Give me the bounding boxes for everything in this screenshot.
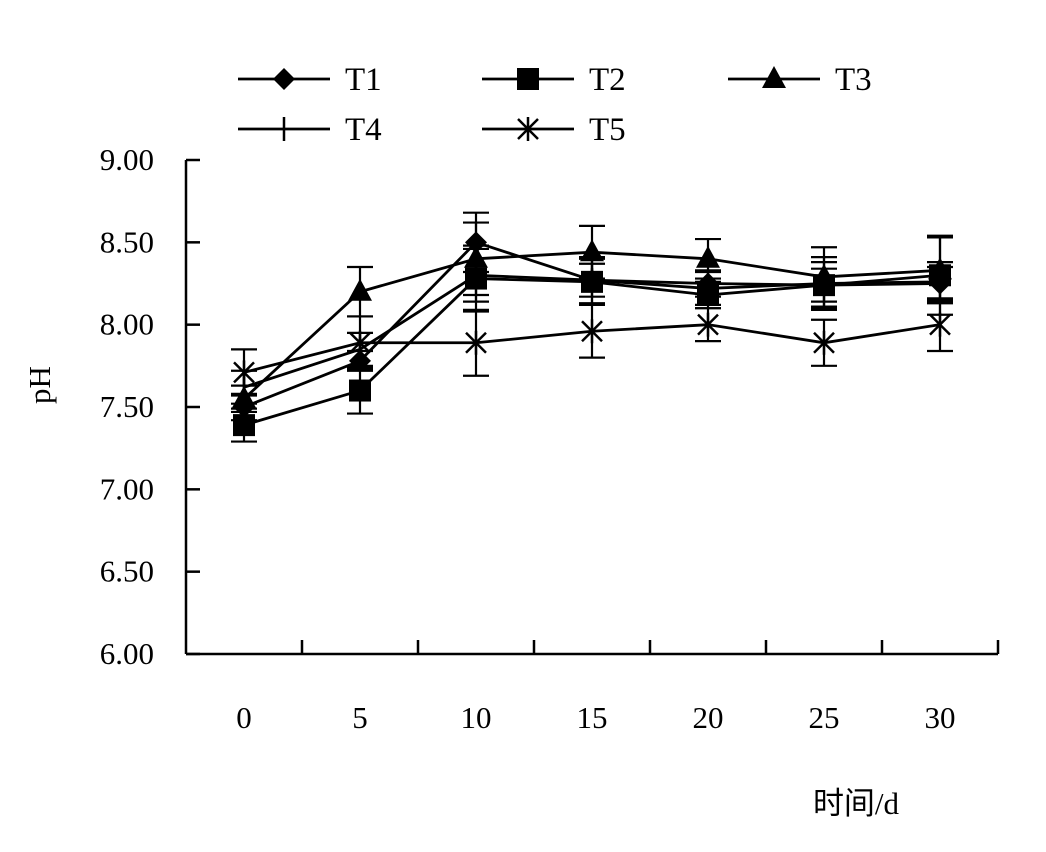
x-tick-label: 25	[809, 700, 840, 735]
y-tick-label: 7.50	[100, 389, 154, 424]
series-layer	[231, 211, 953, 443]
data-point	[233, 414, 255, 437]
y-tick-label: 8.00	[100, 307, 154, 342]
data-point	[813, 330, 835, 355]
legend-marker	[273, 68, 295, 90]
legend-marker	[517, 68, 539, 90]
y-tick-label: 9.00	[100, 142, 154, 177]
square-marker	[349, 379, 371, 402]
triangle-marker	[348, 278, 372, 301]
x-tick-label: 0	[236, 700, 252, 735]
legend-label: T1	[345, 62, 382, 98]
legend-item-t3: T3	[728, 62, 872, 98]
legend-marker	[517, 117, 539, 141]
diamond-marker	[273, 68, 295, 90]
x-tick-label: 5	[352, 700, 368, 735]
y-tick-label: 6.00	[100, 636, 154, 671]
legend-item-t4: T4	[238, 112, 382, 148]
x-tick-label: 30	[925, 700, 956, 735]
data-point	[233, 360, 255, 385]
x-tick-label: 20	[693, 700, 724, 735]
legend-item-t2: T2	[482, 62, 626, 98]
y-tick-label: 7.00	[100, 471, 154, 506]
legend: T1 T2 T3 T4 T5	[238, 62, 872, 148]
x-tick-label: 10	[461, 700, 492, 735]
data-point	[349, 379, 371, 402]
legend-label: T5	[589, 112, 626, 148]
data-point	[465, 330, 487, 355]
data-point	[349, 330, 371, 355]
x-tick-label: 15	[577, 700, 608, 735]
legend-label: T3	[835, 62, 872, 98]
square-marker	[233, 414, 255, 437]
legend-item-t5: T5	[482, 112, 626, 148]
legend-label: T2	[589, 62, 626, 98]
axes: 6.00 6.50 7.00 7.50 8.00 8.50 9.00 0 5 10 15 20 25 30	[100, 142, 1000, 735]
triangle-marker	[696, 245, 720, 268]
data-point	[580, 239, 604, 262]
triangle-marker	[762, 66, 786, 88]
data-point	[581, 319, 603, 344]
legend-item-t1: T1	[238, 62, 382, 98]
legend-label: T4	[345, 112, 382, 148]
y-axis-label: pH	[22, 366, 57, 404]
data-point	[929, 312, 951, 337]
series-t5	[231, 297, 953, 397]
legend-marker	[762, 66, 786, 88]
y-tick-label: 8.50	[100, 224, 154, 259]
data-point	[348, 278, 372, 301]
triangle-marker	[580, 239, 604, 262]
y-tick-label: 6.50	[100, 554, 154, 589]
data-point	[697, 312, 719, 337]
square-marker	[517, 68, 539, 90]
x-axis-label: 时间/d	[813, 786, 900, 821]
data-point	[696, 245, 720, 268]
